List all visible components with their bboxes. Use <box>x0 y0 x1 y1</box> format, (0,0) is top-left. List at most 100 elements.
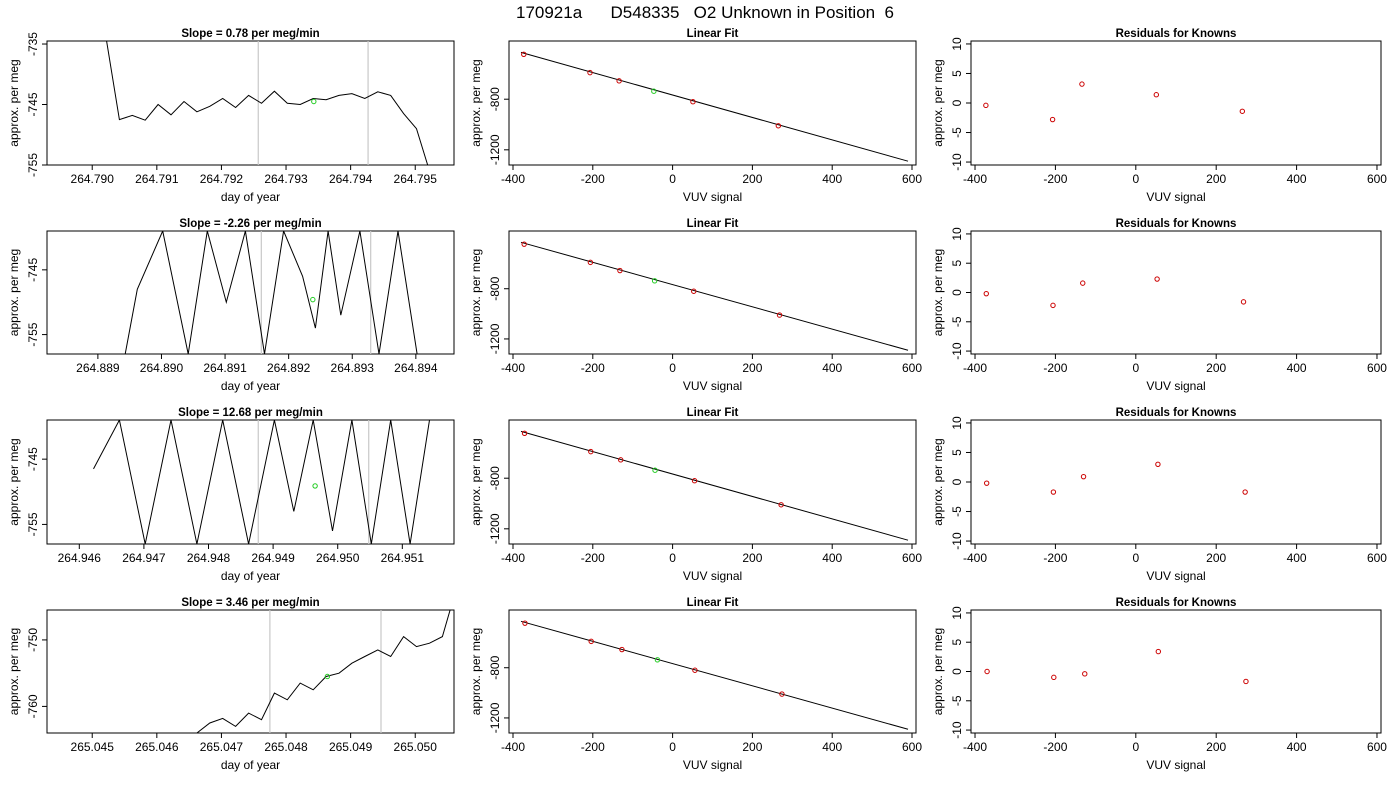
residuals-3-frame <box>970 419 1382 545</box>
residuals-4-y-tick-label: -10 <box>950 721 964 739</box>
linear-fit-4-known-point <box>619 646 625 653</box>
residuals-4-y-tick-label: -5 <box>950 695 964 706</box>
linear-fit-4-x-tick-label: 200 <box>742 740 762 754</box>
residuals-4-y-tick-label: 0 <box>950 668 964 675</box>
residuals-2-y-axis-label: approx. per meg <box>931 249 945 336</box>
linear-fit-4-known-point <box>522 620 528 626</box>
timeseries-1-x-tick-label: 264.792 <box>200 172 244 186</box>
linear-fit-3-x-tick-label: 200 <box>742 551 762 565</box>
timeseries-1-x-tick-label: 264.791 <box>135 172 179 186</box>
linear-fit-2-x-axis-label: VUV signal <box>683 379 742 393</box>
linear-fit-4-y-tick-label: -800 <box>488 655 502 679</box>
linear-fit-2-known-point <box>776 312 783 318</box>
residuals-1-frame <box>970 40 1382 166</box>
linear-fit-3-title: Linear Fit <box>687 407 739 419</box>
linear-fit-4-x-tick-label: -200 <box>581 740 605 754</box>
linear-fit-3-fit-line <box>520 430 909 541</box>
linear-fit-1-unknown-point <box>651 88 657 94</box>
timeseries-2-x-tick-label: 264.891 <box>203 361 247 375</box>
linear-fit-4-x-tick-label: 0 <box>669 740 676 754</box>
linear-fit-2-x-tick-label: 400 <box>822 361 842 375</box>
residuals-2-residual-point <box>1080 280 1086 286</box>
timeseries-2-x-tick-label: 264.893 <box>331 361 375 375</box>
residuals-2-residual-point <box>983 290 989 297</box>
linear-fit-2-known-point <box>617 267 623 274</box>
linear-fit-3-known-point <box>588 448 594 455</box>
timeseries-3-title: Slope = 12.68 per meg/min <box>178 407 323 419</box>
linear-fit-3-panel: Linear Fit VUV signal approx. per meg -400 -… <box>469 407 922 583</box>
timeseries-2-unknown-point <box>310 296 316 303</box>
linear-fit-1-known-point <box>616 78 622 84</box>
linear-fit-3-y-tick-label: -800 <box>488 466 502 490</box>
timeseries-3-y-tick-label: -755 <box>26 512 40 536</box>
residuals-1-y-tick-label: -10 <box>950 153 964 171</box>
residuals-4-title: Residuals for Knowns <box>1116 597 1237 609</box>
linear-fit-1-y-tick-label: -800 <box>488 87 502 111</box>
residuals-4-x-tick-label: -400 <box>963 740 987 754</box>
residuals-2-x-tick-label: 400 <box>1287 361 1307 375</box>
residuals-4-x-tick-label: -200 <box>1043 740 1067 754</box>
residuals-1-residual-point <box>1153 92 1160 98</box>
linear-fit-1-fit-line <box>520 51 909 162</box>
residuals-2-residual-point <box>1240 299 1247 305</box>
linear-fit-1-x-tick-label: 600 <box>902 172 922 186</box>
residuals-1-residual-point <box>983 102 989 109</box>
timeseries-1-title: Slope = 0.78 per meg/min <box>181 28 319 40</box>
residuals-3-x-tick-label: 0 <box>1132 551 1139 565</box>
timeseries-3-x-axis-label: day of year <box>221 569 280 583</box>
residuals-4-x-axis-label: VUV signal <box>1146 758 1205 772</box>
residuals-2-x-tick-label: -200 <box>1043 361 1067 375</box>
residuals-3-y-tick-label: -5 <box>950 506 964 517</box>
linear-fit-4-title: Linear Fit <box>687 597 739 609</box>
linear-fit-4-known-point <box>588 638 594 645</box>
panel-grid: Slope = 0.78 per meg/min day of year appro… <box>7 28 1387 772</box>
timeseries-1-unknown-point <box>311 98 317 105</box>
timeseries-4-panel: Slope = 3.46 per meg/min day of year appro… <box>7 597 455 772</box>
linear-fit-3-frame <box>508 419 917 545</box>
residuals-3-plot-area <box>983 461 1248 495</box>
timeseries-4-x-tick-label: 265.048 <box>264 740 308 754</box>
residuals-4-residual-point <box>984 668 990 675</box>
timeseries-4-series-line <box>196 610 451 733</box>
linear-fit-2-fit-line <box>520 241 909 351</box>
timeseries-3-frame <box>46 419 455 545</box>
timeseries-4-x-axis-label: day of year <box>221 758 280 772</box>
residuals-2-x-tick-label: -400 <box>963 361 987 375</box>
residuals-3-residual-point <box>983 480 990 486</box>
linear-fit-3-unknown-point <box>652 467 658 473</box>
linear-fit-2-unknown-point <box>651 278 658 284</box>
linear-fit-4-panel: Linear Fit VUV signal approx. per meg -400 -… <box>469 597 922 772</box>
linear-fit-2-y-tick-label: -800 <box>488 276 502 300</box>
timeseries-4-x-tick-label: 265.046 <box>135 740 179 754</box>
timeseries-1-series-line <box>106 41 429 165</box>
residuals-3-x-axis-label: VUV signal <box>1146 569 1205 583</box>
timeseries-4-title: Slope = 3.46 per meg/min <box>181 597 319 609</box>
residuals-3-residual-point <box>1080 473 1087 480</box>
residuals-2-y-tick-label: 0 <box>950 289 964 296</box>
residuals-3-y-axis-label: approx. per meg <box>931 438 945 525</box>
timeseries-3-x-tick-label: 264.946 <box>58 551 102 565</box>
timeseries-2-x-tick-label: 264.889 <box>76 361 120 375</box>
residuals-1-y-tick-label: 0 <box>950 99 964 106</box>
timeseries-2-title: Slope = -2.26 per meg/min <box>179 218 321 230</box>
residuals-3-panel: Residuals for Knowns VUV signal approx. pe… <box>931 407 1387 583</box>
timeseries-2-y-tick-label: -755 <box>26 322 40 346</box>
timeseries-2-x-tick-label: 264.894 <box>394 361 438 375</box>
timeseries-3-x-tick-label: 264.948 <box>187 551 231 565</box>
residuals-2-x-tick-label: 200 <box>1206 361 1226 375</box>
timeseries-4-x-tick-label: 265.049 <box>329 740 373 754</box>
linear-fit-1-frame <box>508 40 917 166</box>
linear-fit-2-known-point <box>587 259 594 266</box>
residuals-3-x-tick-label: 600 <box>1367 551 1387 565</box>
linear-fit-1-known-point <box>690 99 696 105</box>
timeseries-4-y-tick-label: -750 <box>26 628 40 652</box>
linear-fit-2-known-point <box>691 288 697 294</box>
residuals-4-x-tick-label: 0 <box>1132 740 1139 754</box>
linear-fit-4-x-axis-label: VUV signal <box>683 758 742 772</box>
linear-fit-4-known-point <box>692 667 698 673</box>
residuals-4-x-tick-label: 200 <box>1206 740 1226 754</box>
linear-fit-4-unknown-point <box>654 657 661 663</box>
linear-fit-3-x-tick-label: 400 <box>822 551 842 565</box>
residuals-1-residual-point <box>1239 108 1246 114</box>
